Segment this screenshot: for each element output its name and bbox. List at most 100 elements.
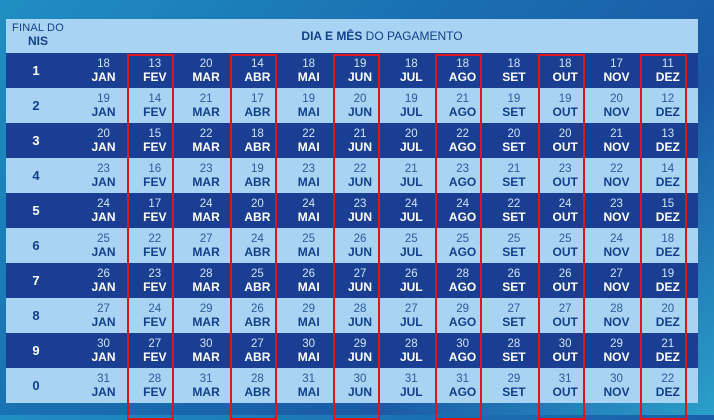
date-cell: 25 OUT (540, 228, 591, 263)
day-number: 24 (404, 198, 418, 210)
month-name: JUL (399, 315, 423, 329)
day-number: 24 (199, 198, 213, 210)
day-number: 30 (199, 338, 213, 350)
month-name: MAR (192, 105, 220, 119)
month-name: OUT (552, 385, 578, 399)
day-number: 20 (353, 93, 367, 105)
day-number: 21 (404, 163, 418, 175)
nis-digit: 1 (32, 63, 40, 78)
day-number: 31 (456, 373, 469, 385)
day-number: 19 (353, 58, 367, 70)
month-name: MAR (192, 140, 220, 154)
date-cell: 24 OUT (540, 193, 591, 228)
table-row: 5 24 JAN 17 FEV 24 MAR 20 ABR 24 MAI 23 JUN 24 JUL 24 AG… (6, 193, 698, 228)
month-name: NOV (603, 210, 630, 224)
day-number: 23 (558, 163, 572, 175)
nis-digit: 5 (32, 203, 40, 218)
date-cell: 31 MAI (283, 368, 334, 403)
date-cell: 30 MAI (283, 333, 334, 368)
date-cell: 14 DEZ (642, 158, 693, 193)
day-number: 28 (199, 268, 213, 280)
date-cell: 23 MAI (283, 158, 334, 193)
month-name: JUL (399, 140, 423, 154)
month-name: MAI (297, 105, 320, 119)
month-name: SET (502, 105, 526, 119)
month-name: ABR (244, 70, 271, 84)
day-number: 24 (456, 198, 469, 210)
day-number: 21 (507, 163, 521, 175)
day-number: 27 (610, 268, 623, 280)
month-name: JAN (91, 105, 116, 119)
month-name: DEZ (655, 175, 680, 189)
month-name: SET (502, 175, 526, 189)
date-cell: 26 ABR (232, 298, 283, 333)
day-number: 22 (199, 128, 213, 140)
date-cell: 30 JUN (335, 368, 386, 403)
date-cell: 28 MAR (181, 263, 232, 298)
month-name: JUL (399, 350, 423, 364)
table-row: 8 27 JAN 24 FEV 29 MAR 26 ABR 29 MAI 28 JUN 27 JUL 29 AG… (6, 298, 698, 333)
month-name: NOV (603, 245, 630, 259)
month-name: FEV (143, 210, 167, 224)
date-cell: 27 OUT (540, 298, 591, 333)
date-cell: 30 OUT (540, 333, 591, 368)
date-cell: 29 AGO (437, 298, 488, 333)
date-cell: 22 NOV (591, 158, 642, 193)
date-cell: 20 MAR (181, 53, 232, 88)
day-number: 15 (661, 198, 675, 210)
date-cell: 23 FEV (129, 263, 180, 298)
date-cell: 11 DEZ (642, 53, 693, 88)
date-cell: 25 JAN (78, 228, 129, 263)
day-number: 24 (148, 303, 162, 315)
month-name: DEZ (655, 245, 680, 259)
date-cell: 22 FEV (129, 228, 180, 263)
date-cell: 21 JUL (386, 158, 437, 193)
month-name: FEV (143, 70, 167, 84)
date-cell: 29 MAI (283, 298, 334, 333)
nis-digit: 3 (32, 133, 40, 148)
month-name: MAR (192, 245, 220, 259)
nis-digit: 6 (32, 238, 40, 253)
date-cell: 26 MAI (283, 263, 334, 298)
month-name: JUN (347, 210, 372, 224)
month-name: SET (502, 350, 526, 364)
month-name: NOV (603, 350, 630, 364)
month-name: SET (502, 70, 526, 84)
month-name: JUN (347, 350, 372, 364)
date-cell: 30 MAR (181, 333, 232, 368)
table-row: 2 19 JAN 14 FEV 21 MAR 17 ABR 19 MAI 20 JUN 19 JUL 21 AG… (6, 88, 698, 123)
month-name: FEV (143, 385, 167, 399)
day-number: 14 (661, 163, 675, 175)
date-cell: 19 MAI (283, 88, 334, 123)
day-number: 27 (404, 303, 418, 315)
date-cell: 23 OUT (540, 158, 591, 193)
day-number: 24 (302, 198, 316, 210)
date-cell: 18 DEZ (642, 228, 693, 263)
day-number: 27 (97, 303, 110, 315)
date-cell: 20 JAN (78, 123, 129, 158)
date-cell: 26 SET (488, 263, 539, 298)
date-cell: 23 MAR (181, 158, 232, 193)
day-number: 26 (558, 268, 572, 280)
date-cell: 30 NOV (591, 368, 642, 403)
month-name: ABR (244, 140, 271, 154)
month-name: NOV (603, 70, 630, 84)
month-name: JAN (91, 175, 116, 189)
payment-calendar-table: FINAL DO NIS DIA E MÊS DO PAGAMENTO 1 18 J… (6, 19, 698, 420)
date-cell: 27 JAN (78, 298, 129, 333)
day-number: 12 (661, 93, 675, 105)
day-number: 25 (97, 233, 110, 245)
day-number: 28 (250, 373, 264, 385)
nis-digit: 9 (32, 343, 40, 358)
date-cell: 30 JAN (78, 333, 129, 368)
month-name: JUN (347, 245, 372, 259)
date-cell: 18 OUT (540, 53, 591, 88)
date-cell: 28 JUL (386, 333, 437, 368)
day-number: 11 (661, 58, 674, 70)
date-cell: 20 JUN (335, 88, 386, 123)
day-number: 31 (199, 373, 213, 385)
day-number: 26 (97, 268, 110, 280)
date-cell: 27 JUN (335, 263, 386, 298)
month-name: NOV (603, 175, 630, 189)
date-cell: 24 AGO (437, 193, 488, 228)
